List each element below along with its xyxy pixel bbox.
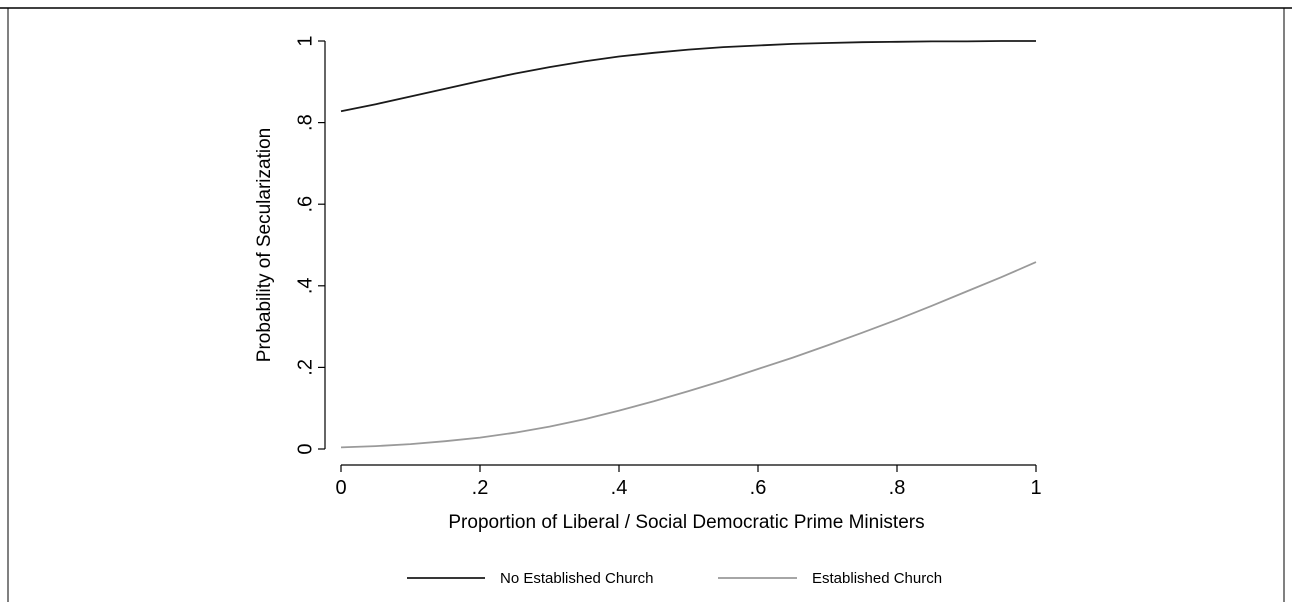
y-tick-label: .6 xyxy=(294,196,316,213)
y-tick-label: .4 xyxy=(294,277,316,294)
series-line-1 xyxy=(340,40,1036,113)
y-tick-label: .8 xyxy=(294,114,316,131)
y-axis-title: Probability of Secularization xyxy=(254,128,275,362)
x-axis-title: Proportion of Liberal / Social Democrati… xyxy=(448,512,924,533)
y-tick-label: 1 xyxy=(294,35,316,46)
x-tick-label: .8 xyxy=(889,477,906,499)
x-tick-label: .4 xyxy=(611,477,628,499)
y-tick-label: .2 xyxy=(294,359,316,376)
axes: 0 .2 .4 .6 .8 1 0 .2 .4 .6 .8 1 xyxy=(294,35,1041,499)
series-line-2 xyxy=(340,261,1037,449)
legend-label-2: Established Church xyxy=(812,570,942,587)
x-tick-label: 1 xyxy=(1030,477,1041,499)
x-tick-label: .6 xyxy=(750,477,767,499)
legend-label-1: No Established Church xyxy=(500,570,653,587)
x-tick-label: 0 xyxy=(335,477,346,499)
x-tick-label: .2 xyxy=(472,477,489,499)
legend: No Established Church Established Church xyxy=(407,570,942,587)
y-tick-label: 0 xyxy=(294,443,316,454)
series-layer xyxy=(340,40,1037,449)
